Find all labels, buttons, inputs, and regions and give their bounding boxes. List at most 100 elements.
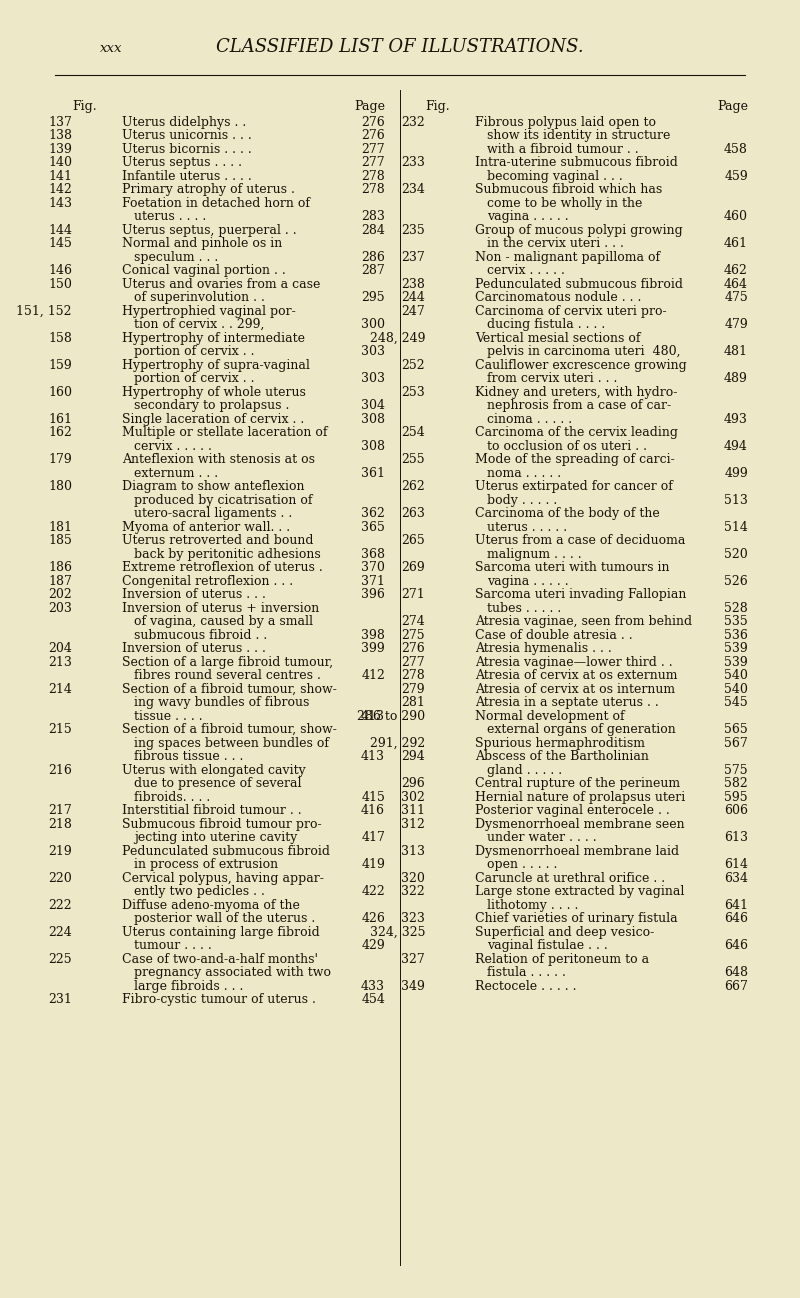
- Text: Conical vaginal portion . .: Conical vaginal portion . .: [122, 263, 286, 276]
- Text: secondary to prolapsus .: secondary to prolapsus .: [134, 398, 290, 411]
- Text: Sarcoma uteri invading Fallopian: Sarcoma uteri invading Fallopian: [475, 588, 686, 601]
- Text: xxx: xxx: [100, 42, 122, 55]
- Text: of vagina, caused by a small: of vagina, caused by a small: [134, 615, 313, 628]
- Text: Submucous fibroid tumour pro-: Submucous fibroid tumour pro-: [122, 818, 322, 831]
- Text: portion of cervix . .: portion of cervix . .: [134, 345, 254, 358]
- Text: 144: 144: [48, 223, 72, 236]
- Text: 417: 417: [361, 831, 385, 844]
- Text: 323: 323: [401, 912, 425, 925]
- Text: under water . . . .: under water . . . .: [487, 831, 597, 844]
- Text: Case of double atresia . .: Case of double atresia . .: [475, 628, 633, 641]
- Text: 362: 362: [361, 508, 385, 520]
- Text: Carcinoma of the cervix leading: Carcinoma of the cervix leading: [475, 426, 678, 439]
- Text: 217: 217: [48, 803, 72, 816]
- Text: 536: 536: [724, 628, 748, 641]
- Text: fibroids. . . .: fibroids. . . .: [134, 790, 210, 803]
- Text: portion of cervix . .: portion of cervix . .: [134, 373, 254, 386]
- Text: Atresia of cervix at os internum: Atresia of cervix at os internum: [475, 683, 675, 696]
- Text: 286: 286: [361, 251, 385, 263]
- Text: nephrosis from a case of car-: nephrosis from a case of car-: [487, 398, 671, 411]
- Text: 279: 279: [402, 683, 425, 696]
- Text: 179: 179: [48, 453, 72, 466]
- Text: 312: 312: [401, 818, 425, 831]
- Text: externum . . .: externum . . .: [134, 466, 218, 479]
- Text: Normal development of: Normal development of: [475, 710, 625, 723]
- Text: 283: 283: [361, 210, 385, 223]
- Text: 513: 513: [724, 493, 748, 506]
- Text: 296: 296: [402, 778, 425, 790]
- Text: cervix . . . . .: cervix . . . . .: [487, 263, 565, 276]
- Text: 461: 461: [724, 238, 748, 251]
- Text: 203: 203: [48, 601, 72, 614]
- Text: open . . . . .: open . . . . .: [487, 858, 558, 871]
- Text: 499: 499: [724, 466, 748, 479]
- Text: ently two pedicles . .: ently two pedicles . .: [134, 885, 265, 898]
- Text: 646: 646: [724, 912, 748, 925]
- Text: body . . . . .: body . . . . .: [487, 493, 558, 506]
- Text: 540: 540: [724, 668, 748, 681]
- Text: 137: 137: [48, 116, 72, 129]
- Text: 269: 269: [402, 561, 425, 574]
- Text: 254: 254: [402, 426, 425, 439]
- Text: 481: 481: [724, 345, 748, 358]
- Text: Atresia of cervix at os externum: Atresia of cervix at os externum: [475, 668, 678, 681]
- Text: 426: 426: [361, 912, 385, 925]
- Text: 225: 225: [48, 953, 72, 966]
- Text: 300: 300: [361, 318, 385, 331]
- Text: 493: 493: [724, 413, 748, 426]
- Text: 180: 180: [48, 480, 72, 493]
- Text: posterior wall of the uterus .: posterior wall of the uterus .: [134, 912, 315, 925]
- Text: 140: 140: [48, 156, 72, 169]
- Text: 413: 413: [361, 710, 385, 723]
- Text: cinoma . . . . .: cinoma . . . . .: [487, 413, 572, 426]
- Text: show its identity in structure: show its identity in structure: [487, 129, 670, 141]
- Text: 295: 295: [362, 291, 385, 304]
- Text: to occlusion of os uteri . .: to occlusion of os uteri . .: [487, 440, 647, 453]
- Text: Kidney and ureters, with hydro-: Kidney and ureters, with hydro-: [475, 386, 678, 398]
- Text: 613: 613: [724, 831, 748, 844]
- Text: Extreme retroflexion of uterus .: Extreme retroflexion of uterus .: [122, 561, 322, 574]
- Text: 252: 252: [402, 358, 425, 371]
- Text: Uterus unicornis . . .: Uterus unicornis . . .: [122, 129, 252, 141]
- Text: 277: 277: [362, 156, 385, 169]
- Text: 454: 454: [361, 993, 385, 1006]
- Text: uterus . . . . .: uterus . . . . .: [487, 520, 567, 533]
- Text: gland . . . . .: gland . . . . .: [487, 763, 562, 776]
- Text: Caruncle at urethral orifice . .: Caruncle at urethral orifice . .: [475, 871, 665, 884]
- Text: 216: 216: [48, 763, 72, 776]
- Text: Normal and pinhole os in: Normal and pinhole os in: [122, 238, 282, 251]
- Text: Atresia vaginae—lower third . .: Atresia vaginae—lower third . .: [475, 655, 673, 668]
- Text: 539: 539: [724, 643, 748, 655]
- Text: Non - malignant papilloma of: Non - malignant papilloma of: [475, 251, 660, 263]
- Text: 234: 234: [401, 183, 425, 196]
- Text: 235: 235: [402, 223, 425, 236]
- Text: 233: 233: [401, 156, 425, 169]
- Text: Interstitial fibroid tumour . .: Interstitial fibroid tumour . .: [122, 803, 302, 816]
- Text: fibrous tissue . . .: fibrous tissue . . .: [134, 750, 243, 763]
- Text: 284: 284: [361, 223, 385, 236]
- Text: Uterus retroverted and bound: Uterus retroverted and bound: [122, 533, 314, 546]
- Text: pelvis in carcinoma uteri  480,: pelvis in carcinoma uteri 480,: [487, 345, 681, 358]
- Text: 237: 237: [402, 251, 425, 263]
- Text: Intra-uterine submucous fibroid: Intra-uterine submucous fibroid: [475, 156, 678, 169]
- Text: Hernial nature of prolapsus uteri: Hernial nature of prolapsus uteri: [475, 790, 686, 803]
- Text: 540: 540: [724, 683, 748, 696]
- Text: Uterus septus, puerperal . .: Uterus septus, puerperal . .: [122, 223, 297, 236]
- Text: 304: 304: [361, 398, 385, 411]
- Text: Uterus and ovaries from a case: Uterus and ovaries from a case: [122, 278, 320, 291]
- Text: 526: 526: [724, 575, 748, 588]
- Text: 311: 311: [401, 803, 425, 816]
- Text: Inversion of uterus + inversion: Inversion of uterus + inversion: [122, 601, 319, 614]
- Text: Inversion of uterus . . .: Inversion of uterus . . .: [122, 643, 266, 655]
- Text: 412: 412: [361, 668, 385, 681]
- Text: 324, 325: 324, 325: [370, 925, 425, 938]
- Text: 303: 303: [361, 373, 385, 386]
- Text: Uterus with elongated cavity: Uterus with elongated cavity: [122, 763, 306, 776]
- Text: 294: 294: [402, 750, 425, 763]
- Text: tissue . . . .: tissue . . . .: [134, 710, 202, 723]
- Text: Hypertrophy of intermediate: Hypertrophy of intermediate: [122, 331, 305, 344]
- Text: Anteflexion with stenosis at os: Anteflexion with stenosis at os: [122, 453, 315, 466]
- Text: Page: Page: [354, 100, 385, 113]
- Text: of superinvolution . .: of superinvolution . .: [134, 291, 265, 304]
- Text: 139: 139: [48, 143, 72, 156]
